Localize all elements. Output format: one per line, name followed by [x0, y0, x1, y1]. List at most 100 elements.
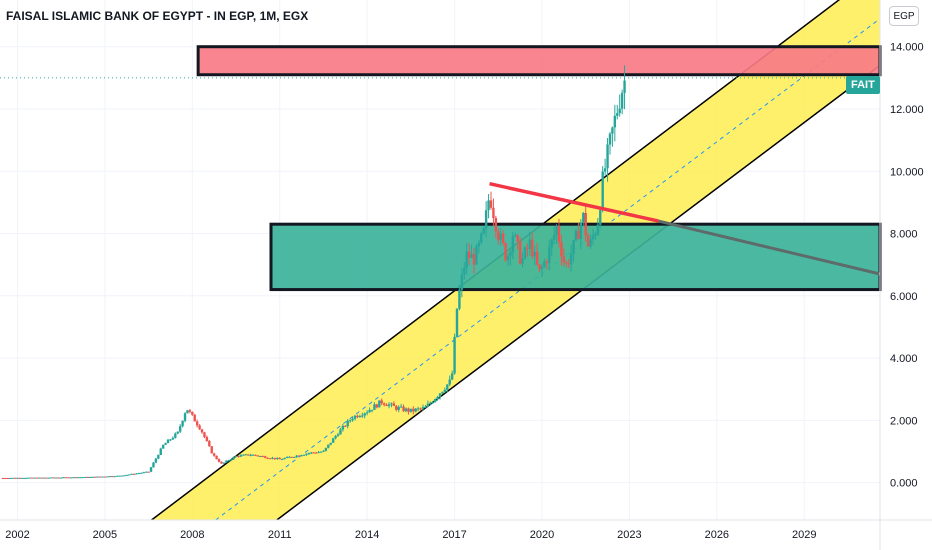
- ticker-price-badge: FAIT: [846, 76, 880, 94]
- candle-body: [101, 476, 104, 478]
- candle-body: [358, 416, 362, 418]
- candle-body: [113, 476, 116, 478]
- candle-body: [594, 234, 597, 236]
- x-tick-label: 2020: [530, 529, 554, 541]
- candle-body: [123, 475, 126, 477]
- candle-body: [280, 459, 284, 461]
- candle-body: [438, 393, 442, 397]
- y-tick-label: 10.000: [890, 166, 924, 178]
- candle-body: [380, 400, 383, 404]
- candle-body: [448, 379, 451, 385]
- candle-body: [416, 408, 420, 410]
- candle-body: [118, 475, 121, 477]
- candle-body: [565, 262, 568, 264]
- candle-body: [154, 458, 158, 463]
- candle-body: [159, 448, 162, 455]
- candle-body: [431, 402, 434, 404]
- x-tick-label: 2005: [93, 529, 117, 541]
- candle-body: [465, 251, 468, 268]
- candle-body: [475, 246, 478, 265]
- candle-body: [567, 263, 570, 265]
- candle-body: [72, 477, 75, 479]
- candle-body: [501, 233, 505, 244]
- candle-body: [516, 234, 519, 242]
- candle-body: [531, 239, 534, 257]
- candle-body: [346, 420, 349, 427]
- candle-body: [543, 261, 546, 267]
- candle-body: [183, 413, 187, 421]
- candle-body: [446, 384, 449, 390]
- candle-body: [23, 477, 26, 479]
- candle-body: [608, 133, 612, 145]
- candle-body: [324, 447, 328, 451]
- candle-body: [25, 477, 29, 479]
- candle-body: [484, 210, 488, 229]
- candle-body: [169, 439, 172, 441]
- candle-body: [251, 454, 255, 456]
- candle-body: [603, 168, 607, 172]
- candle-body: [276, 458, 279, 460]
- candle-body: [33, 477, 36, 479]
- x-tick-label: 2002: [5, 529, 29, 541]
- candle-body: [98, 476, 102, 478]
- y-tick-label: 12.000: [890, 104, 924, 116]
- candle-body: [450, 373, 454, 380]
- candle-body: [266, 457, 269, 459]
- candle-body: [584, 212, 587, 236]
- candle-body: [331, 438, 335, 443]
- candle-body: [533, 251, 536, 257]
- candle-body: [365, 412, 369, 414]
- candle-body: [28, 477, 31, 479]
- candle-body: [319, 451, 323, 453]
- candle-body: [59, 477, 63, 479]
- candle-body: [130, 473, 133, 475]
- candle-body: [596, 224, 600, 235]
- candle-body: [436, 396, 439, 400]
- candle-body: [472, 253, 476, 265]
- candle-body: [152, 462, 155, 468]
- candle-body: [52, 477, 56, 479]
- candle-body: [521, 258, 524, 264]
- candle-body: [225, 460, 228, 463]
- candle-body: [552, 235, 556, 240]
- candle-body: [297, 455, 301, 457]
- candle-body: [42, 477, 46, 479]
- candle-body: [76, 477, 80, 479]
- y-axis[interactable]: 0.000 2.000 4.000 6.000 8.000 10.000 12.000 14.…: [879, 0, 924, 550]
- candle-body: [348, 420, 352, 422]
- candle-body: [370, 409, 374, 411]
- candle-body: [548, 247, 551, 264]
- candle-body: [210, 446, 213, 454]
- candle-body: [45, 477, 48, 479]
- candle-body: [579, 222, 583, 239]
- candle-body: [305, 453, 308, 455]
- candle-body: [555, 226, 558, 236]
- candle-body: [57, 477, 60, 479]
- candle-body: [195, 421, 199, 426]
- candle-body: [38, 477, 41, 479]
- candle-body: [93, 476, 97, 478]
- candle-body: [387, 404, 391, 407]
- candle-body: [215, 455, 218, 460]
- candle-body: [404, 408, 408, 412]
- candle-body: [463, 267, 466, 275]
- candle-body: [390, 403, 393, 405]
- candle-body: [414, 408, 417, 412]
- currency-button[interactable]: EGP: [889, 6, 919, 26]
- candle-body: [203, 432, 206, 437]
- candle-body: [441, 391, 444, 394]
- candle-body: [263, 456, 267, 458]
- candle-body: [96, 476, 99, 478]
- candle-body: [271, 457, 274, 459]
- candle-body: [137, 473, 141, 475]
- candle-body: [285, 456, 289, 459]
- candle-body: [1, 477, 5, 479]
- candle-body: [336, 434, 340, 436]
- candle-body: [186, 410, 189, 414]
- candle-body: [295, 455, 298, 457]
- candle-body: [458, 289, 461, 309]
- candle-body: [611, 127, 614, 134]
- candle-body: [562, 256, 566, 263]
- x-axis[interactable]: 2002 2005 2008 2011 2014 2017 2020 2023 2026 2029: [0, 519, 932, 541]
